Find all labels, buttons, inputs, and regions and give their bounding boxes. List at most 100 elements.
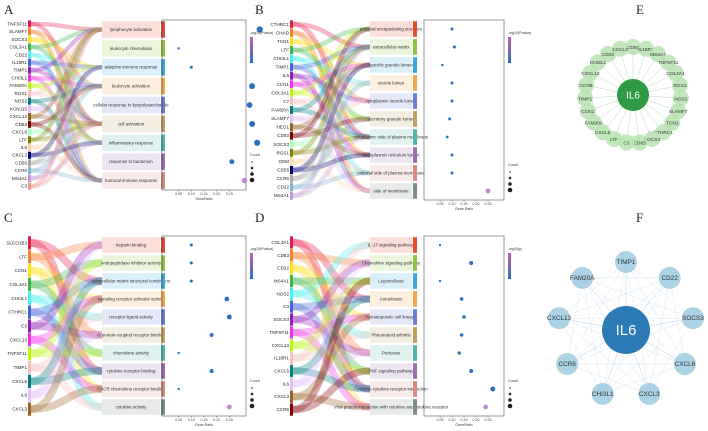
node-label: C3	[623, 141, 629, 147]
sankey-link	[30, 259, 103, 289]
term-band	[370, 57, 412, 73]
node-label: MS4A1	[650, 52, 666, 58]
sankey-link	[30, 277, 103, 386]
size-legend-title: Count	[250, 153, 260, 157]
gene-label: IL6	[21, 393, 28, 398]
sankey-link	[292, 303, 371, 393]
network-node: TIMP1	[615, 251, 637, 273]
gene-label: CCR6	[14, 168, 27, 173]
term-color-bar	[413, 129, 417, 145]
sankey-link	[292, 277, 371, 349]
term-color-bar	[413, 237, 417, 253]
sankey-link	[30, 239, 103, 375]
sankey-link	[30, 266, 103, 393]
sankey-link	[30, 21, 103, 127]
sankey-link	[30, 121, 103, 142]
gene-label: CXCL6	[274, 369, 289, 374]
data-point	[438, 279, 442, 283]
term-color-bar	[161, 291, 165, 307]
sankey-link	[292, 81, 371, 158]
sankey-link	[30, 91, 103, 127]
sankey-link	[292, 116, 371, 194]
network-edge	[649, 277, 670, 394]
term-label: G protein-coupled receptor binding	[97, 333, 165, 338]
gene-bar	[28, 319, 31, 333]
color-legend-bar	[508, 253, 511, 279]
data-point	[457, 351, 461, 355]
sankey-link	[30, 60, 103, 145]
network-node: CHI3L1	[591, 382, 614, 405]
term-label: cytoplasmic side of plasma membrane	[354, 135, 429, 140]
gene-bar	[290, 131, 293, 140]
gene-label: CXCL3	[12, 407, 27, 412]
sankey-link	[292, 98, 371, 164]
data-point	[462, 315, 466, 319]
gene-label: SOCS3	[273, 142, 289, 147]
term-label: endopeptidase inhibitor activity	[101, 261, 162, 266]
node-label: CD22	[662, 275, 679, 282]
term-color-bar	[161, 77, 165, 95]
sankey-link	[30, 83, 103, 104]
sankey-link	[30, 241, 103, 261]
network-node: CD83	[631, 134, 648, 151]
gene-bar	[28, 143, 31, 152]
term-color-bar	[413, 399, 417, 415]
sankey-link	[30, 44, 103, 127]
data-point	[226, 314, 232, 320]
data-point	[469, 369, 474, 373]
gene-label: CD55	[277, 168, 289, 173]
data-point	[177, 47, 180, 50]
sankey-link	[292, 62, 371, 173]
network-node: COL3A1	[666, 64, 685, 81]
term-label: lymphocyte activation	[110, 27, 153, 32]
data-point	[249, 120, 256, 127]
gene-bar	[28, 167, 31, 175]
term-band	[102, 172, 160, 189]
center-circle	[602, 306, 650, 354]
node-label: IL18R1	[638, 47, 654, 53]
sankey-link	[30, 65, 103, 88]
node-circle	[672, 90, 689, 107]
gene-label: IL6	[283, 73, 290, 78]
network-edge	[602, 318, 694, 395]
gene-label: MS4A1	[12, 176, 28, 181]
center-circle	[617, 79, 649, 111]
dot-plot-frame	[423, 19, 505, 201]
gene-label: SOCS3	[11, 37, 27, 42]
network-node: CXCL6	[673, 353, 696, 375]
sankey-link	[292, 251, 371, 267]
sankey-link	[30, 280, 103, 357]
gene-bar	[290, 262, 293, 275]
term-color-bar	[161, 327, 165, 343]
gene-label: CHI3L1	[11, 296, 27, 301]
gene-bar	[28, 159, 31, 167]
x-tick-label: 0.25	[485, 418, 492, 422]
gene-bar	[28, 51, 31, 59]
node-circle	[579, 103, 596, 120]
gene-bar	[290, 140, 293, 149]
term-label: Rheumatoid arthritis	[371, 333, 411, 338]
term-label: vesicle lumen	[378, 81, 405, 86]
term-label: chemokine activity	[113, 351, 150, 356]
gene-bar	[290, 123, 293, 132]
term-label: cytoplasmic vesicle lumen	[366, 99, 417, 104]
sankey-link	[30, 65, 103, 181]
term-color-bar	[413, 273, 417, 289]
gene-label: CXCL13	[272, 343, 290, 348]
term-label: leukocyte activation	[112, 84, 151, 89]
gene-bar	[290, 46, 293, 54]
network-node: CXCL13	[547, 307, 572, 330]
term-label: side of membrane	[373, 189, 409, 194]
term-label: signaling receptor activator activity	[97, 297, 165, 302]
data-point	[256, 26, 263, 33]
x-tick-label: 0.15	[201, 192, 208, 196]
term-label: extracellular matrix	[373, 45, 411, 50]
gene-label: FAM20A	[9, 83, 28, 88]
sankey-links	[292, 21, 371, 199]
term-label: secretory granule lumen	[367, 117, 415, 122]
gene-label: HEG1	[276, 125, 289, 130]
sankey-link	[292, 159, 371, 194]
term-label: response to bacterium	[109, 159, 153, 164]
data-point	[226, 404, 232, 410]
